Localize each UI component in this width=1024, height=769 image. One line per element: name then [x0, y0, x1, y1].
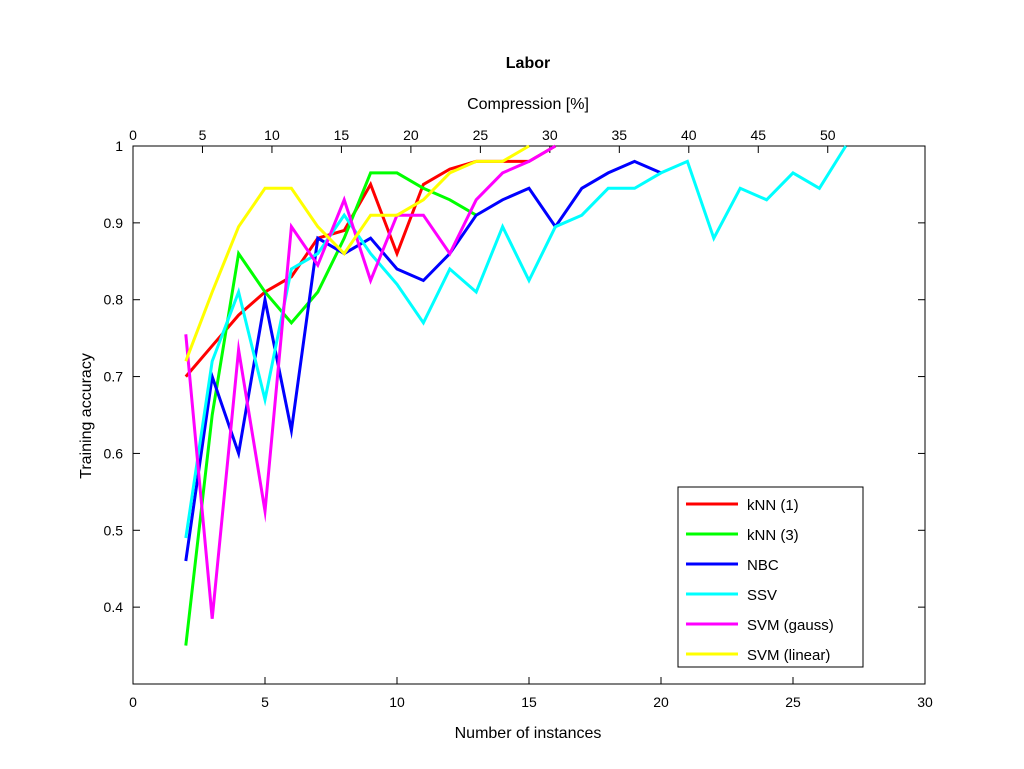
y-tick-label: 0.4: [104, 599, 124, 615]
x-tick-label: 25: [785, 694, 801, 710]
x2-tick-label: 15: [334, 127, 350, 143]
x-tick-label: 5: [261, 694, 269, 710]
legend-label: kNN (1): [747, 497, 799, 514]
y-tick-label: 0.8: [104, 292, 124, 308]
x2-tick-label: 40: [681, 127, 697, 143]
y-axis-label: Training accuracy: [78, 353, 95, 479]
x-tick-label: 15: [521, 694, 537, 710]
series-line-svm-gauss: [184, 144, 557, 619]
chart-title: Labor: [506, 55, 550, 72]
y-tick-label: 1: [115, 138, 123, 154]
legend-label: SVM (gauss): [747, 617, 834, 634]
y-tick-label: 0.7: [104, 369, 124, 385]
x2-tick-label: 45: [750, 127, 766, 143]
legend-label: SSV: [747, 587, 777, 604]
y-tick-label: 0.6: [104, 445, 124, 461]
y-tick-label: 0.5: [104, 522, 124, 538]
series-line-ssv: [184, 145, 848, 539]
x2-tick-label: 0: [129, 127, 137, 143]
x-tick-label: 10: [389, 694, 405, 710]
legend-label: SVM (linear): [747, 647, 830, 664]
legend-box: [677, 486, 864, 668]
x2-tick-label: 35: [612, 127, 628, 143]
legend: kNN (1) kNN (3) NBC SSV SVM (gauss) SVM (line…: [677, 486, 864, 668]
x-tick-label: 30: [917, 694, 933, 710]
legend-label: kNN (3): [747, 527, 799, 544]
x2-tick-label: 5: [199, 127, 207, 143]
x-tick-label: 20: [653, 694, 669, 710]
series-line-svm-linear: [184, 144, 530, 362]
x2-tick-label: 10: [264, 127, 280, 143]
series-line-knn-3: [184, 171, 477, 646]
x-tick-label: 0: [129, 694, 137, 710]
legend-label: NBC: [747, 557, 779, 574]
y-tick-label: 0.9: [104, 215, 124, 231]
x2-axis-label: Compression [%]: [467, 96, 589, 113]
series-line-nbc: [184, 159, 662, 562]
x2-tick-label: 30: [542, 127, 558, 143]
x2-tick-label: 20: [403, 127, 419, 143]
x2-tick-label: 50: [820, 127, 836, 143]
x-axis-label: Number of instances: [455, 725, 602, 742]
x2-tick-label: 25: [473, 127, 489, 143]
